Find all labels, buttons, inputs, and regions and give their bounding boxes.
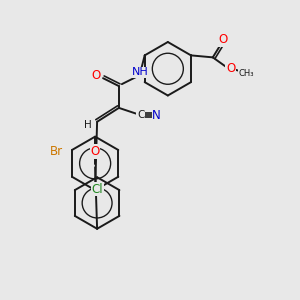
Text: O: O xyxy=(91,145,100,158)
Text: H: H xyxy=(84,120,92,130)
Text: O: O xyxy=(226,62,235,75)
Text: Br: Br xyxy=(50,146,63,158)
Text: NH: NH xyxy=(132,67,149,77)
Text: N: N xyxy=(152,109,161,122)
Text: C: C xyxy=(137,110,144,120)
Text: Cl: Cl xyxy=(91,183,103,196)
Text: O: O xyxy=(92,69,101,82)
Text: O: O xyxy=(218,33,227,46)
Text: CH₃: CH₃ xyxy=(239,69,254,78)
